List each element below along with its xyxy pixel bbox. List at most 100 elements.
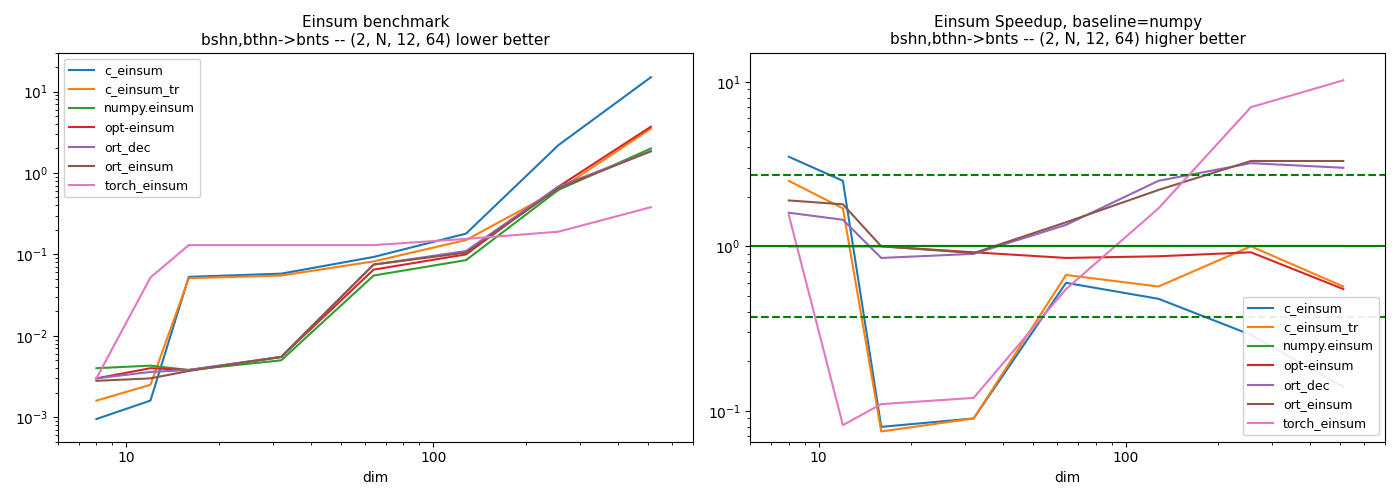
torch_einsum [365,242,382,248]
torch_einsum [181,242,197,248]
ort_dec [1057,222,1074,228]
c_einsum [1242,332,1259,338]
torch_einsum [1336,78,1352,84]
c_einsum [273,270,290,276]
c_einsum [550,142,567,148]
ort_dec [458,248,475,254]
c_einsum_tr [780,178,797,184]
ort_dec [872,255,889,261]
Line: c_einsum_tr: c_einsum_tr [97,128,651,400]
torch_einsum [872,401,889,407]
c_einsum [458,230,475,236]
c_einsum_tr [965,416,981,422]
torch_einsum [550,228,567,234]
torch_einsum [141,274,158,280]
ort_einsum [965,250,981,256]
c_einsum_tr [1149,284,1166,290]
Line: opt-einsum: opt-einsum [97,126,651,378]
c_einsum [141,398,158,404]
Line: c_einsum: c_einsum [97,77,651,419]
torch_einsum [88,376,105,382]
numpy.einsum [458,257,475,263]
torch_einsum [834,422,851,428]
ort_dec [141,369,158,375]
opt-einsum [643,124,659,130]
ort_dec [780,210,797,216]
ort_dec [88,376,105,382]
c_einsum [88,416,105,422]
opt-einsum [965,250,981,256]
numpy.einsum [872,244,889,250]
ort_dec [1242,160,1259,166]
c_einsum_tr [365,258,382,264]
c_einsum_tr [550,187,567,193]
torch_einsum [273,242,290,248]
ort_dec [965,251,981,257]
torch_einsum [965,395,981,401]
opt-einsum [780,244,797,250]
numpy.einsum [780,244,797,250]
torch_einsum [1242,104,1259,110]
opt-einsum [273,354,290,360]
Line: c_einsum: c_einsum [788,157,1344,427]
numpy.einsum [1336,244,1352,250]
opt-einsum [834,244,851,250]
Line: torch_einsum: torch_einsum [97,207,651,378]
Line: numpy.einsum: numpy.einsum [97,148,651,370]
Line: ort_dec: ort_dec [788,163,1344,258]
torch_einsum [643,204,659,210]
ort_einsum [872,244,889,250]
ort_dec [273,354,290,360]
Line: ort_einsum: ort_einsum [788,161,1344,253]
numpy.einsum [365,272,382,278]
ort_dec [834,217,851,223]
c_einsum_tr [1057,272,1074,278]
ort_einsum [1057,220,1074,226]
torch_einsum [1057,286,1074,292]
ort_dec [550,184,567,190]
Legend: c_einsum, c_einsum_tr, numpy.einsum, opt-einsum, ort_dec, ort_einsum, torch_eins: c_einsum, c_einsum_tr, numpy.einsum, opt… [64,59,200,198]
c_einsum_tr [181,275,197,281]
c_einsum [1057,280,1074,286]
opt-einsum [1336,286,1352,292]
ort_einsum [1149,187,1166,193]
c_einsum [965,416,981,422]
Line: ort_dec: ort_dec [97,151,651,378]
opt-einsum [550,184,567,190]
numpy.einsum [273,358,290,364]
opt-einsum [1149,254,1166,260]
c_einsum_tr [88,398,105,404]
ort_einsum [141,376,158,382]
opt-einsum [365,266,382,272]
c_einsum [780,154,797,160]
opt-einsum [1242,250,1259,256]
numpy.einsum [1057,244,1074,250]
c_einsum [181,274,197,280]
opt-einsum [141,365,158,371]
numpy.einsum [965,244,981,250]
ort_einsum [365,262,382,268]
ort_dec [181,367,197,373]
ort_dec [1149,178,1166,184]
c_einsum [834,178,851,184]
torch_einsum [780,212,797,218]
c_einsum_tr [141,382,158,388]
c_einsum_tr [643,126,659,132]
Legend: c_einsum, c_einsum_tr, numpy.einsum, opt-einsum, ort_dec, ort_einsum, torch_eins: c_einsum, c_einsum_tr, numpy.einsum, opt… [1243,297,1379,436]
numpy.einsum [1242,244,1259,250]
numpy.einsum [88,365,105,371]
c_einsum_tr [458,237,475,243]
X-axis label: dim: dim [363,471,388,485]
opt-einsum [458,252,475,258]
c_einsum [365,254,382,260]
Line: ort_einsum: ort_einsum [97,151,651,381]
Line: opt-einsum: opt-einsum [788,246,1344,289]
numpy.einsum [181,367,197,373]
ort_einsum [834,202,851,207]
torch_einsum [1149,206,1166,212]
numpy.einsum [550,187,567,193]
ort_dec [643,148,659,154]
opt-einsum [1057,255,1074,261]
ort_einsum [550,185,567,191]
numpy.einsum [643,146,659,152]
